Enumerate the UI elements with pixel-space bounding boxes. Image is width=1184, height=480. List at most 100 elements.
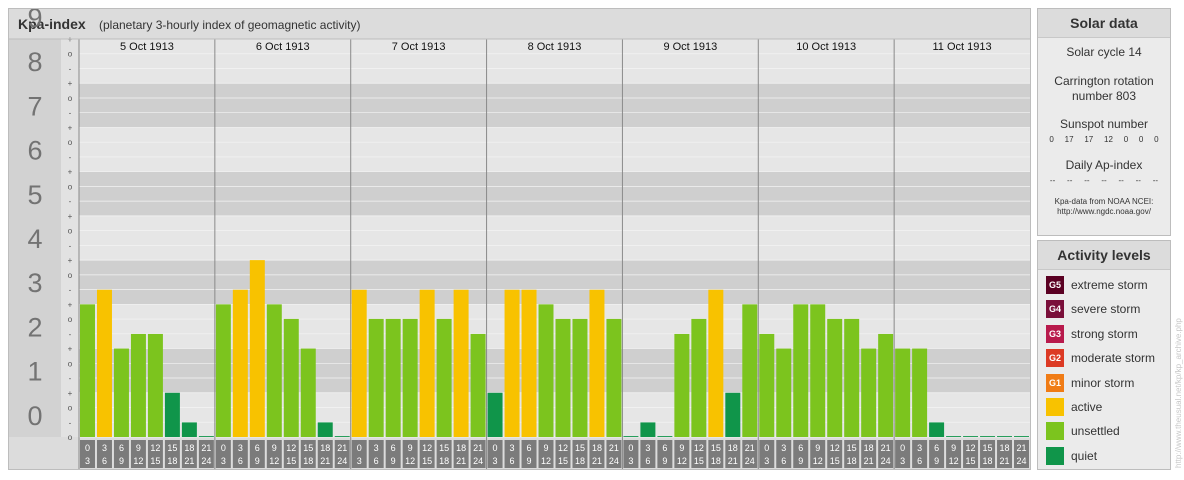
- time-cell: [266, 440, 282, 468]
- legend-swatch: G1: [1046, 373, 1064, 392]
- kp-bar: [232, 289, 248, 437]
- chart-title: Kpa-index: [18, 16, 86, 32]
- time-cell: [80, 440, 95, 468]
- y-minor-tick-label: o: [68, 50, 73, 59]
- time-start-label: 15: [439, 443, 449, 453]
- kp-bar: [317, 422, 333, 437]
- time-start-label: 21: [473, 443, 483, 453]
- kp-bar: [759, 333, 775, 437]
- time-cell: [317, 440, 333, 468]
- time-start-label: 18: [728, 443, 738, 453]
- legend-swatch: G4: [1046, 300, 1064, 319]
- time-start-label: 3: [781, 443, 786, 453]
- y-minor-tick-label: -: [69, 64, 72, 73]
- time-cell: [300, 440, 316, 468]
- legend-item: G2 moderate storm: [1046, 348, 1155, 368]
- solar-data-panel: Solar data Solar cycle 14 Carrington rot…: [1037, 8, 1171, 236]
- time-end-label: 6: [238, 456, 243, 466]
- kp-bar: [80, 304, 95, 437]
- y-minor-tick-label: +: [68, 256, 73, 265]
- time-cell: [181, 440, 197, 468]
- time-end-label: 9: [527, 456, 532, 466]
- y-band: [79, 171, 1030, 216]
- time-cell: [198, 440, 214, 468]
- time-start-label: 6: [119, 443, 124, 453]
- legend-label: active: [1071, 400, 1103, 414]
- time-end-label: 12: [677, 456, 687, 466]
- y-minor-tick-label: -: [69, 153, 72, 162]
- time-end-label: 24: [473, 456, 483, 466]
- time-end-label: 15: [422, 456, 432, 466]
- data-source-label: Kpa-data from NOAA NCEI:: [1054, 197, 1154, 206]
- kp-bar: [929, 422, 945, 437]
- kp-bar: [895, 348, 911, 437]
- kp-bar: [946, 436, 962, 437]
- time-start-label: 9: [544, 443, 549, 453]
- solar-cycle: Solar cycle 14: [1066, 45, 1142, 59]
- time-start-label: 12: [830, 443, 840, 453]
- y-tick-label: 4: [27, 224, 42, 254]
- kp-bar: [300, 348, 316, 437]
- y-minor-tick-label: -: [69, 330, 72, 339]
- time-end-label: 21: [456, 456, 466, 466]
- time-end-label: 3: [900, 456, 905, 466]
- y-tick-label: 6: [27, 136, 42, 166]
- time-start-label: 18: [1000, 443, 1010, 453]
- legend-swatch: G5: [1046, 276, 1064, 294]
- y-minor-tick-label: +: [68, 79, 73, 88]
- time-start-label: 15: [167, 443, 177, 453]
- time-cell: [878, 440, 894, 468]
- time-cell: [555, 440, 571, 468]
- y-minor-tick-label: -: [69, 241, 72, 250]
- time-cell: [691, 440, 707, 468]
- time-start-label: 9: [136, 443, 141, 453]
- time-end-label: 3: [764, 456, 769, 466]
- sunspot-value: 0: [1154, 135, 1159, 144]
- time-start-label: 21: [881, 443, 891, 453]
- time-end-label: 3: [221, 456, 226, 466]
- time-cell: [385, 440, 401, 468]
- time-cell: [844, 440, 860, 468]
- kpa-chart-panel: Kpa-index (planetary 3-hourly index of ge…: [8, 8, 1031, 470]
- ap-value: --: [1118, 176, 1124, 185]
- time-cell: [164, 440, 180, 468]
- time-cell: [793, 440, 809, 468]
- legend-swatch: [1046, 446, 1064, 465]
- time-start-label: 18: [184, 443, 194, 453]
- sunspot-value: 0: [1138, 135, 1144, 144]
- time-end-label: 12: [405, 456, 415, 466]
- day-label: 11 Oct 1913: [933, 41, 992, 53]
- time-start-label: 3: [238, 443, 243, 453]
- y-band: [79, 215, 1030, 261]
- y-axis-minor-column: [61, 39, 79, 437]
- time-start-label: 12: [286, 443, 296, 453]
- time-start-label: 0: [357, 443, 362, 453]
- time-cell: [708, 440, 724, 468]
- time-cell: [776, 440, 792, 468]
- activity-levels-title: Activity levels: [1038, 241, 1170, 270]
- time-start-label: 21: [745, 443, 755, 453]
- sunspot-value: 12: [1104, 135, 1113, 144]
- time-start-label: 9: [408, 443, 413, 453]
- time-cell: [504, 440, 520, 468]
- time-cell: [351, 440, 367, 468]
- y-tick-label: 2: [27, 312, 42, 342]
- time-start-label: 21: [609, 443, 619, 453]
- daily-ap-label: Daily Ap-index: [1065, 158, 1143, 172]
- time-end-label: 6: [102, 456, 107, 466]
- ap-value: --: [1135, 176, 1141, 185]
- time-cell: [215, 440, 231, 468]
- time-end-label: 3: [493, 456, 498, 466]
- time-end-label: 9: [255, 456, 260, 466]
- y-minor-tick-label: -: [69, 109, 72, 118]
- kp-bar: [521, 289, 537, 437]
- time-end-label: 15: [150, 456, 160, 466]
- time-start-label: 15: [983, 443, 993, 453]
- time-cell: [963, 440, 979, 468]
- y-minor-tick-label: +: [68, 212, 73, 221]
- kp-bar: [538, 304, 554, 437]
- kp-bar: [368, 318, 384, 437]
- day-label: 8 Oct 1913: [528, 41, 582, 53]
- time-start-label: 9: [679, 443, 684, 453]
- kp-bar: [164, 392, 180, 437]
